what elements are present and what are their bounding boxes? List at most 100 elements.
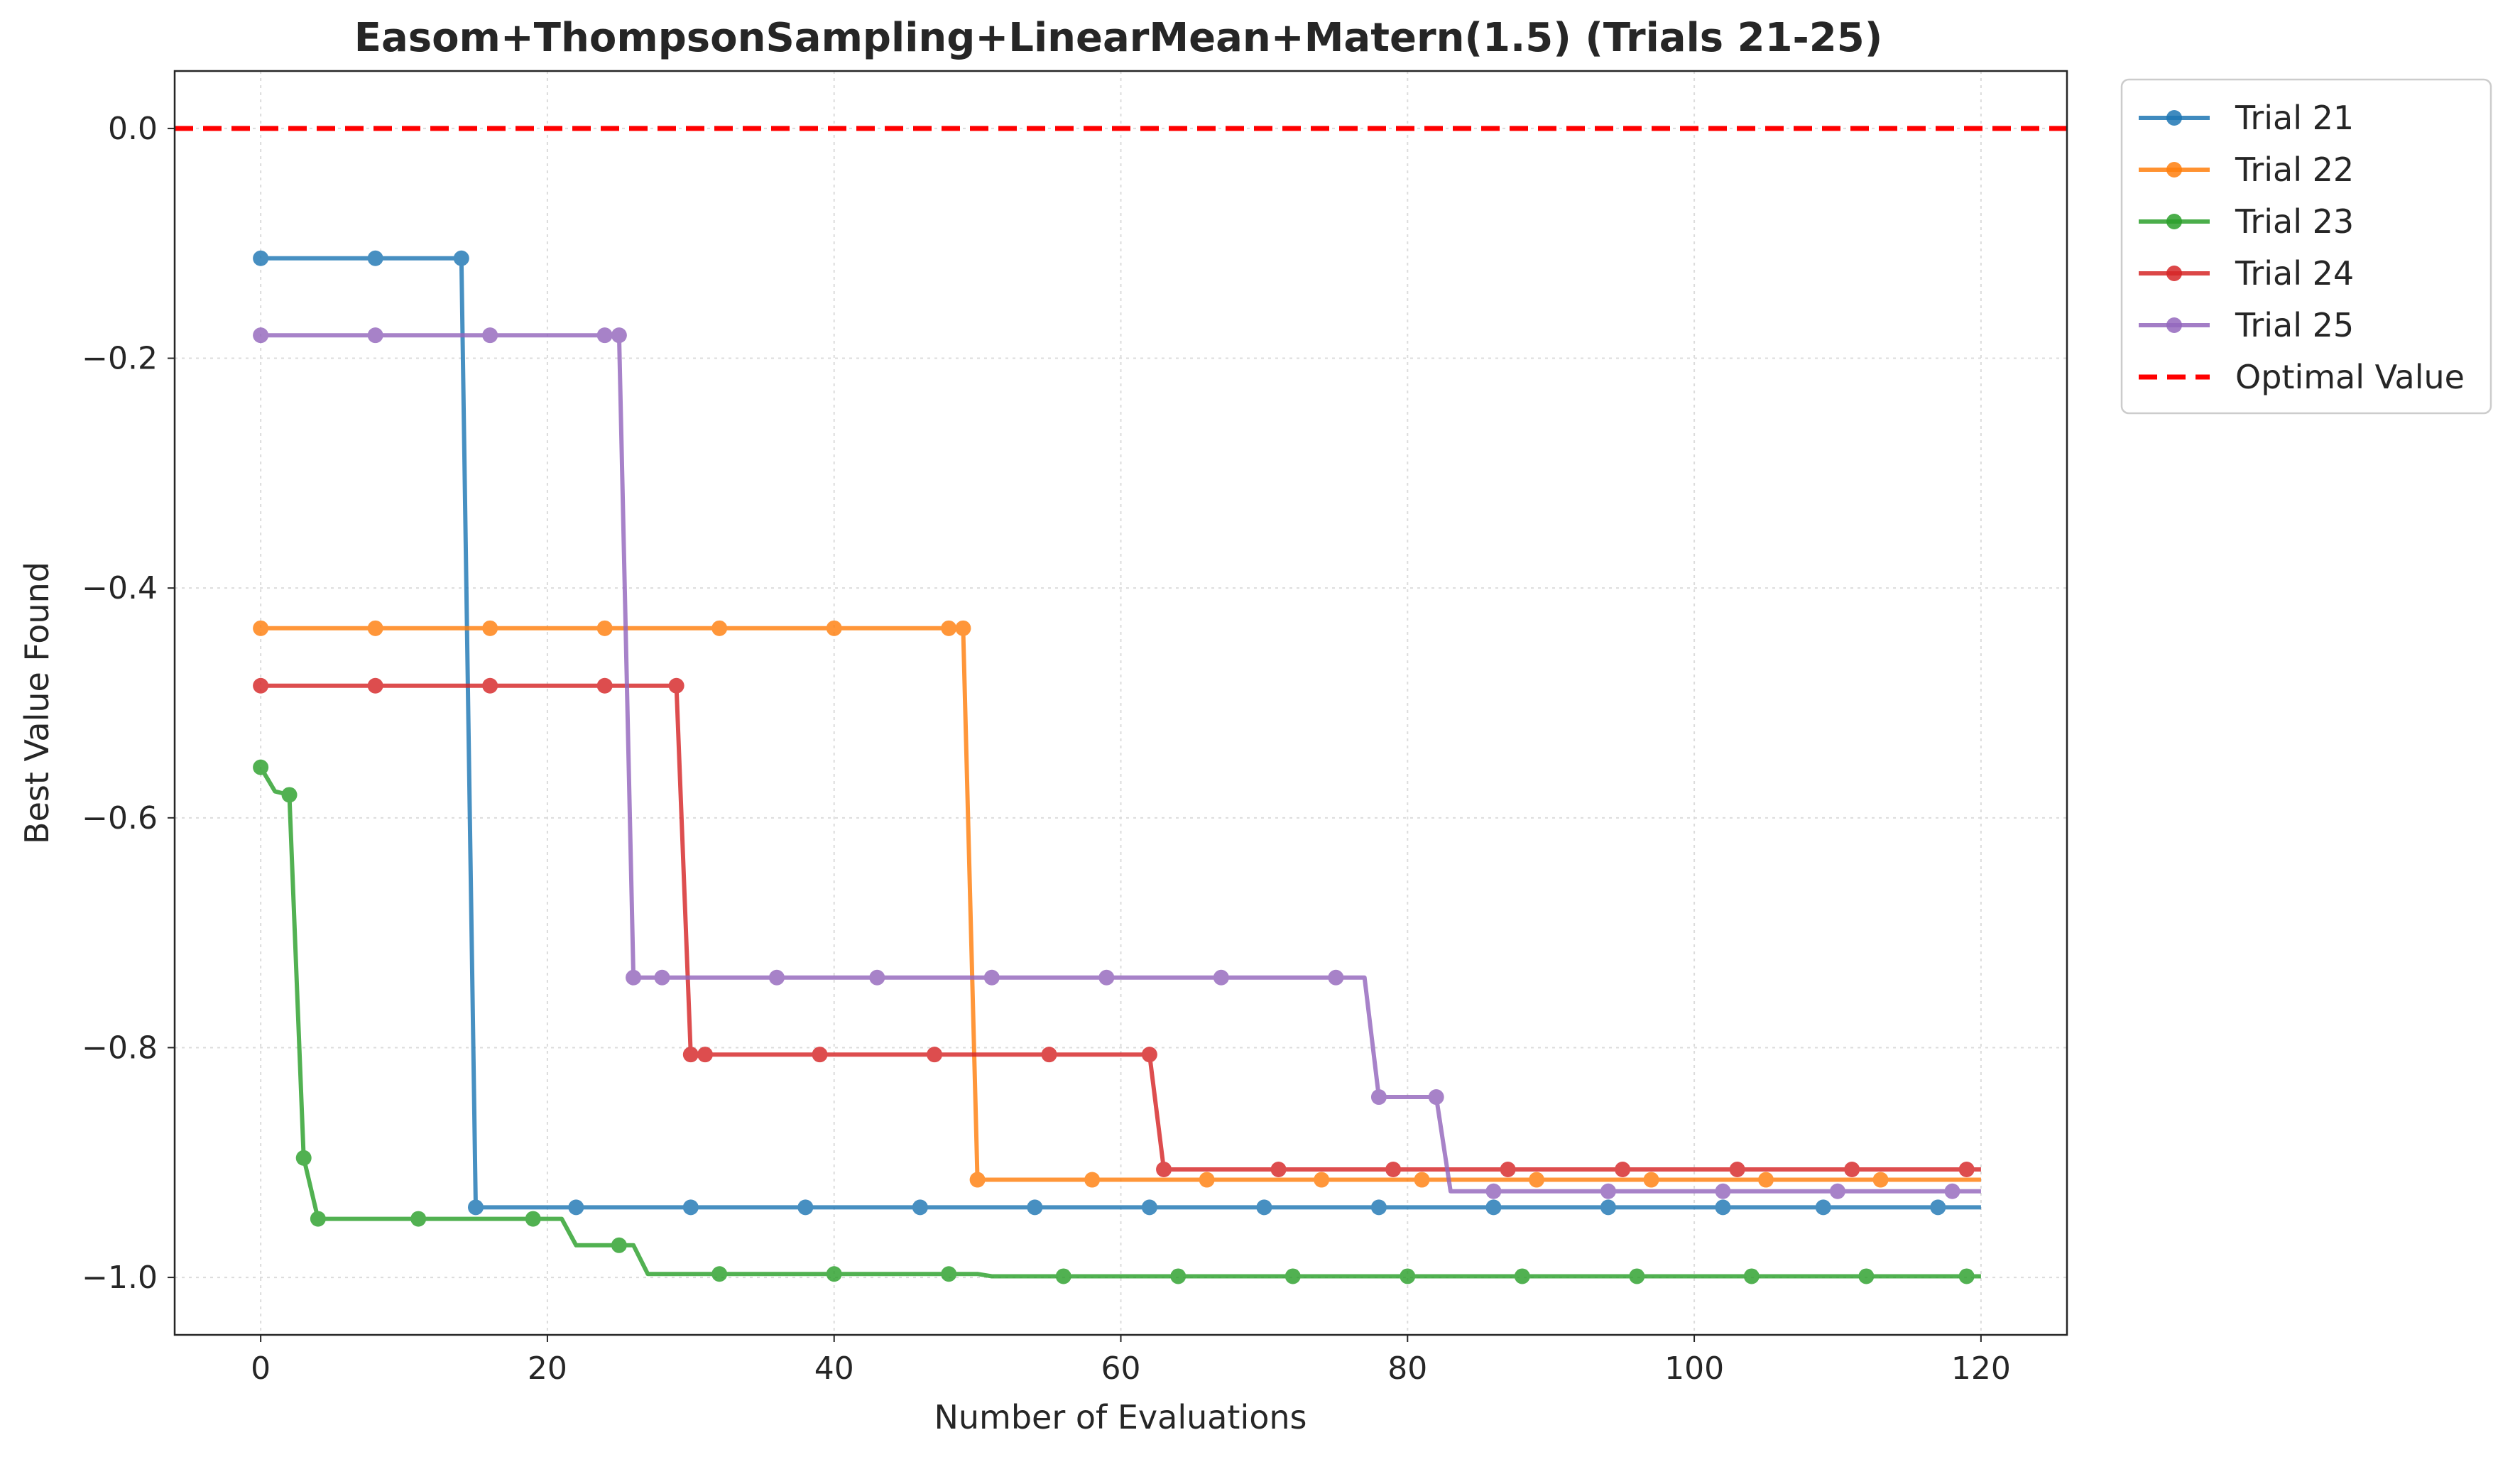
data-point bbox=[955, 620, 971, 636]
data-point bbox=[626, 969, 642, 986]
legend-label: Optimal Value bbox=[2235, 358, 2465, 396]
x-tick-label: 40 bbox=[814, 1350, 854, 1387]
data-point bbox=[1428, 1089, 1444, 1106]
data-point bbox=[1170, 1268, 1187, 1284]
y-tick-label: −0.4 bbox=[82, 570, 158, 606]
data-point bbox=[941, 1266, 957, 1282]
legend: Trial 21 Trial 22 Trial 23 Trial 24 Trial 25… bbox=[2120, 78, 2492, 415]
data-point bbox=[927, 1047, 943, 1063]
series-line bbox=[261, 333, 1981, 1194]
data-point bbox=[1485, 1199, 1502, 1216]
series-trial-23 bbox=[253, 759, 1981, 1284]
data-point bbox=[1385, 1161, 1402, 1177]
y-tick-label: −0.8 bbox=[82, 1030, 158, 1066]
legend-label: Trial 23 bbox=[2235, 202, 2354, 241]
data-point bbox=[1098, 969, 1115, 986]
x-tick-label: 100 bbox=[1664, 1350, 1724, 1387]
data-point bbox=[1872, 1172, 1889, 1188]
data-point bbox=[1715, 1183, 1731, 1199]
data-point bbox=[1084, 1172, 1101, 1188]
data-point bbox=[711, 1266, 728, 1282]
data-point bbox=[1328, 969, 1344, 986]
data-point bbox=[1743, 1268, 1760, 1284]
series-trial-24 bbox=[253, 677, 1981, 1177]
data-point bbox=[1027, 1199, 1043, 1216]
data-point bbox=[969, 1172, 986, 1188]
data-point bbox=[1041, 1047, 1057, 1063]
legend-label: Trial 25 bbox=[2235, 306, 2354, 344]
data-point bbox=[253, 250, 269, 266]
data-point bbox=[295, 1150, 312, 1166]
data-point bbox=[1284, 1268, 1301, 1284]
data-point bbox=[1500, 1161, 1516, 1177]
data-point bbox=[682, 1199, 699, 1216]
data-point bbox=[482, 677, 498, 694]
data-point bbox=[1485, 1183, 1502, 1199]
data-point bbox=[1958, 1268, 1975, 1284]
data-point bbox=[596, 620, 613, 636]
data-point bbox=[482, 327, 498, 344]
x-tick-label: 80 bbox=[1387, 1350, 1427, 1387]
legend-entry: Trial 23 bbox=[2139, 202, 2354, 241]
legend-label: Trial 21 bbox=[2235, 99, 2354, 137]
data-point bbox=[654, 969, 670, 986]
data-point bbox=[1141, 1199, 1157, 1216]
data-point bbox=[611, 327, 627, 344]
legend-box bbox=[2120, 78, 2492, 415]
data-point bbox=[1829, 1183, 1845, 1199]
legend-label: Trial 22 bbox=[2235, 151, 2354, 189]
data-point bbox=[453, 250, 469, 266]
data-point bbox=[1400, 1268, 1416, 1284]
data-point bbox=[410, 1211, 427, 1227]
data-point bbox=[281, 787, 298, 803]
data-point bbox=[912, 1199, 928, 1216]
data-point bbox=[253, 327, 269, 344]
y-tick-label: −0.2 bbox=[82, 341, 158, 377]
legend-swatch-marker bbox=[2166, 317, 2182, 333]
x-tick-label: 120 bbox=[1951, 1350, 2011, 1387]
data-point bbox=[1729, 1161, 1745, 1177]
data-point bbox=[1256, 1199, 1272, 1216]
series-layer bbox=[253, 250, 1981, 1284]
data-point bbox=[253, 677, 269, 694]
data-point bbox=[812, 1047, 828, 1063]
legend-entry: Trial 25 bbox=[2139, 306, 2354, 344]
data-point bbox=[1600, 1199, 1616, 1216]
data-point bbox=[310, 1211, 326, 1227]
data-point bbox=[1643, 1172, 1659, 1188]
series-trial-25 bbox=[253, 327, 1981, 1199]
data-point bbox=[1600, 1183, 1616, 1199]
data-point bbox=[467, 1199, 484, 1216]
legend-entry: Trial 24 bbox=[2139, 254, 2354, 293]
data-point bbox=[668, 677, 684, 694]
y-tick-label: −1.0 bbox=[82, 1260, 158, 1296]
data-point bbox=[1414, 1172, 1430, 1188]
data-point bbox=[253, 620, 269, 636]
data-point bbox=[1758, 1172, 1774, 1188]
data-point bbox=[1629, 1268, 1645, 1284]
x-tick-label: 20 bbox=[528, 1350, 567, 1387]
data-point bbox=[1858, 1268, 1875, 1284]
data-point bbox=[482, 620, 498, 636]
x-tick-label: 0 bbox=[251, 1350, 271, 1387]
data-point bbox=[568, 1199, 584, 1216]
data-point bbox=[1314, 1172, 1330, 1188]
data-point bbox=[711, 620, 728, 636]
data-point bbox=[826, 1266, 842, 1282]
legend-swatch-marker bbox=[2166, 266, 2182, 281]
legend-entry: Optimal Value bbox=[2139, 358, 2465, 396]
legend-swatch-marker bbox=[2166, 110, 2182, 126]
data-point bbox=[1213, 969, 1229, 986]
y-axis-label: Best Value Found bbox=[18, 562, 56, 844]
series-trial-21 bbox=[253, 250, 1981, 1216]
data-point bbox=[697, 1047, 714, 1063]
data-point bbox=[1815, 1199, 1831, 1216]
data-point bbox=[1156, 1161, 1172, 1177]
data-point bbox=[1270, 1161, 1287, 1177]
data-point bbox=[525, 1211, 541, 1227]
x-axis-label: Number of Evaluations bbox=[934, 1398, 1307, 1436]
data-point bbox=[1944, 1183, 1960, 1199]
x-tick-label: 60 bbox=[1101, 1350, 1141, 1387]
data-point bbox=[1370, 1089, 1387, 1106]
